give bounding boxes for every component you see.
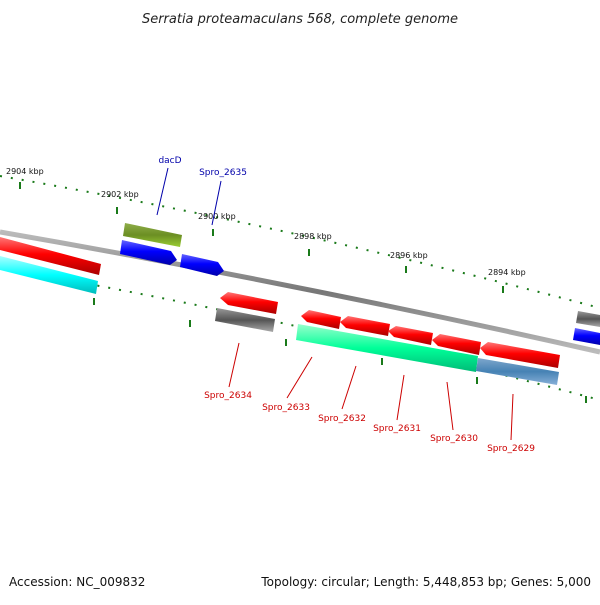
leader-spro-2631 xyxy=(396,374,405,421)
ruler-label-2894: 2894 kbp xyxy=(488,268,526,277)
gene-forward-blue-2[interactable] xyxy=(180,254,224,276)
ruler-label-2902: 2902 kbp xyxy=(101,190,139,199)
reverse-genes xyxy=(0,256,560,385)
gene-spro-2635[interactable] xyxy=(120,240,177,265)
leader-spro-2635 xyxy=(211,180,222,226)
gene-spro-2631[interactable] xyxy=(388,326,433,345)
ruler-label-2904: 2904 kbp xyxy=(6,167,44,176)
label-dacD[interactable]: dacD xyxy=(158,156,181,166)
leader-spro-2629 xyxy=(510,393,514,441)
lower-major-ticks xyxy=(93,298,587,403)
label-spro-2630[interactable]: Spro_2630 xyxy=(430,434,478,444)
gene-forward-left-red[interactable] xyxy=(0,237,101,275)
label-spro-2634[interactable]: Spro_2634 xyxy=(204,391,252,401)
ruler-label-2900: 2900 kbp xyxy=(198,212,236,221)
leader-spro-2634 xyxy=(228,342,240,388)
gene-forward-right-blue[interactable] xyxy=(573,328,600,345)
gene-reverse-steel[interactable] xyxy=(476,358,559,385)
label-spro-2631[interactable]: Spro_2631 xyxy=(373,424,421,434)
ruler-label-2898: 2898 kbp xyxy=(294,232,332,241)
leader-dacD xyxy=(156,167,169,216)
forward-leaders xyxy=(156,167,222,226)
gene-dacD[interactable] xyxy=(123,223,182,247)
forward-genes xyxy=(0,223,600,345)
reverse-leaders xyxy=(228,342,514,441)
label-spro-2629[interactable]: Spro_2629 xyxy=(487,444,535,454)
gene-spro-2634-gray[interactable] xyxy=(215,308,275,332)
map-title: Serratia proteamaculans 568, complete ge… xyxy=(142,12,458,27)
gene-spro-2633[interactable] xyxy=(301,310,341,329)
gene-spro-2630[interactable] xyxy=(432,334,481,355)
gene-reverse-mint[interactable] xyxy=(296,324,478,372)
gene-forward-right-gray[interactable] xyxy=(576,311,600,327)
gene-reverse-left-cyan[interactable] xyxy=(0,256,98,294)
label-spro-2635[interactable]: Spro_2635 xyxy=(199,168,247,178)
leader-spro-2630 xyxy=(446,381,454,431)
genome-summary-text: Topology: circular; Length: 5,448,853 bp… xyxy=(260,575,591,589)
accession-text: Accession: NC_009832 xyxy=(9,575,145,589)
leader-spro-2633 xyxy=(286,356,313,399)
label-spro-2633[interactable]: Spro_2633 xyxy=(262,403,310,413)
leader-spro-2632 xyxy=(341,365,357,410)
upper-major-ticks xyxy=(19,182,504,293)
ruler-label-2896: 2896 kbp xyxy=(390,251,428,260)
genome-backbone xyxy=(0,229,600,355)
gene-spro-2629[interactable] xyxy=(480,342,560,368)
gene-spro-2634[interactable] xyxy=(220,292,278,314)
label-spro-2632[interactable]: Spro_2632 xyxy=(318,414,366,424)
gene-spro-2632[interactable] xyxy=(340,316,390,336)
